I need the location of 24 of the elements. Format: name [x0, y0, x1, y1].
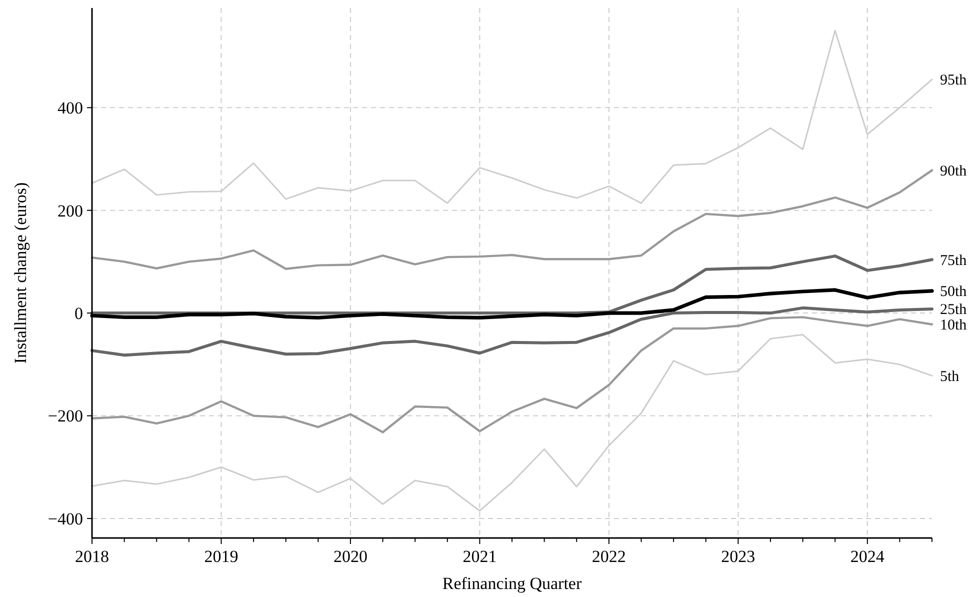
line-series — [90, 169, 934, 270]
x-tick-label: 2020 — [333, 547, 368, 566]
x-tick-label: 2023 — [721, 547, 756, 566]
y-axis-title: Installment change (euros) — [11, 182, 30, 364]
x-tick-label: 2021 — [462, 547, 497, 566]
y-tick-label: −400 — [48, 509, 83, 528]
y-tick-label: −200 — [48, 406, 83, 426]
x-tick-label: 2018 — [75, 547, 109, 566]
x-tick-label: 2024 — [850, 547, 885, 566]
series-label: 50th — [940, 284, 968, 300]
line-series — [90, 316, 934, 434]
series-label: 95th — [940, 72, 968, 89]
x-tick-label: 2019 — [204, 547, 238, 566]
series-label: 5th — [940, 368, 960, 385]
series-label: 75th — [940, 252, 968, 269]
y-tick-label: 200 — [58, 201, 83, 220]
line-series — [90, 306, 934, 357]
y-tick-label: 0 — [74, 304, 83, 324]
x-tick-label: 2022 — [592, 547, 626, 566]
series-label: 25th — [940, 302, 968, 318]
x-axis-title: Refinancing Quarter — [442, 574, 582, 593]
series-label: 90th — [940, 164, 968, 180]
y-tick-label: 400 — [58, 98, 83, 118]
series-label: 10th — [940, 318, 968, 334]
